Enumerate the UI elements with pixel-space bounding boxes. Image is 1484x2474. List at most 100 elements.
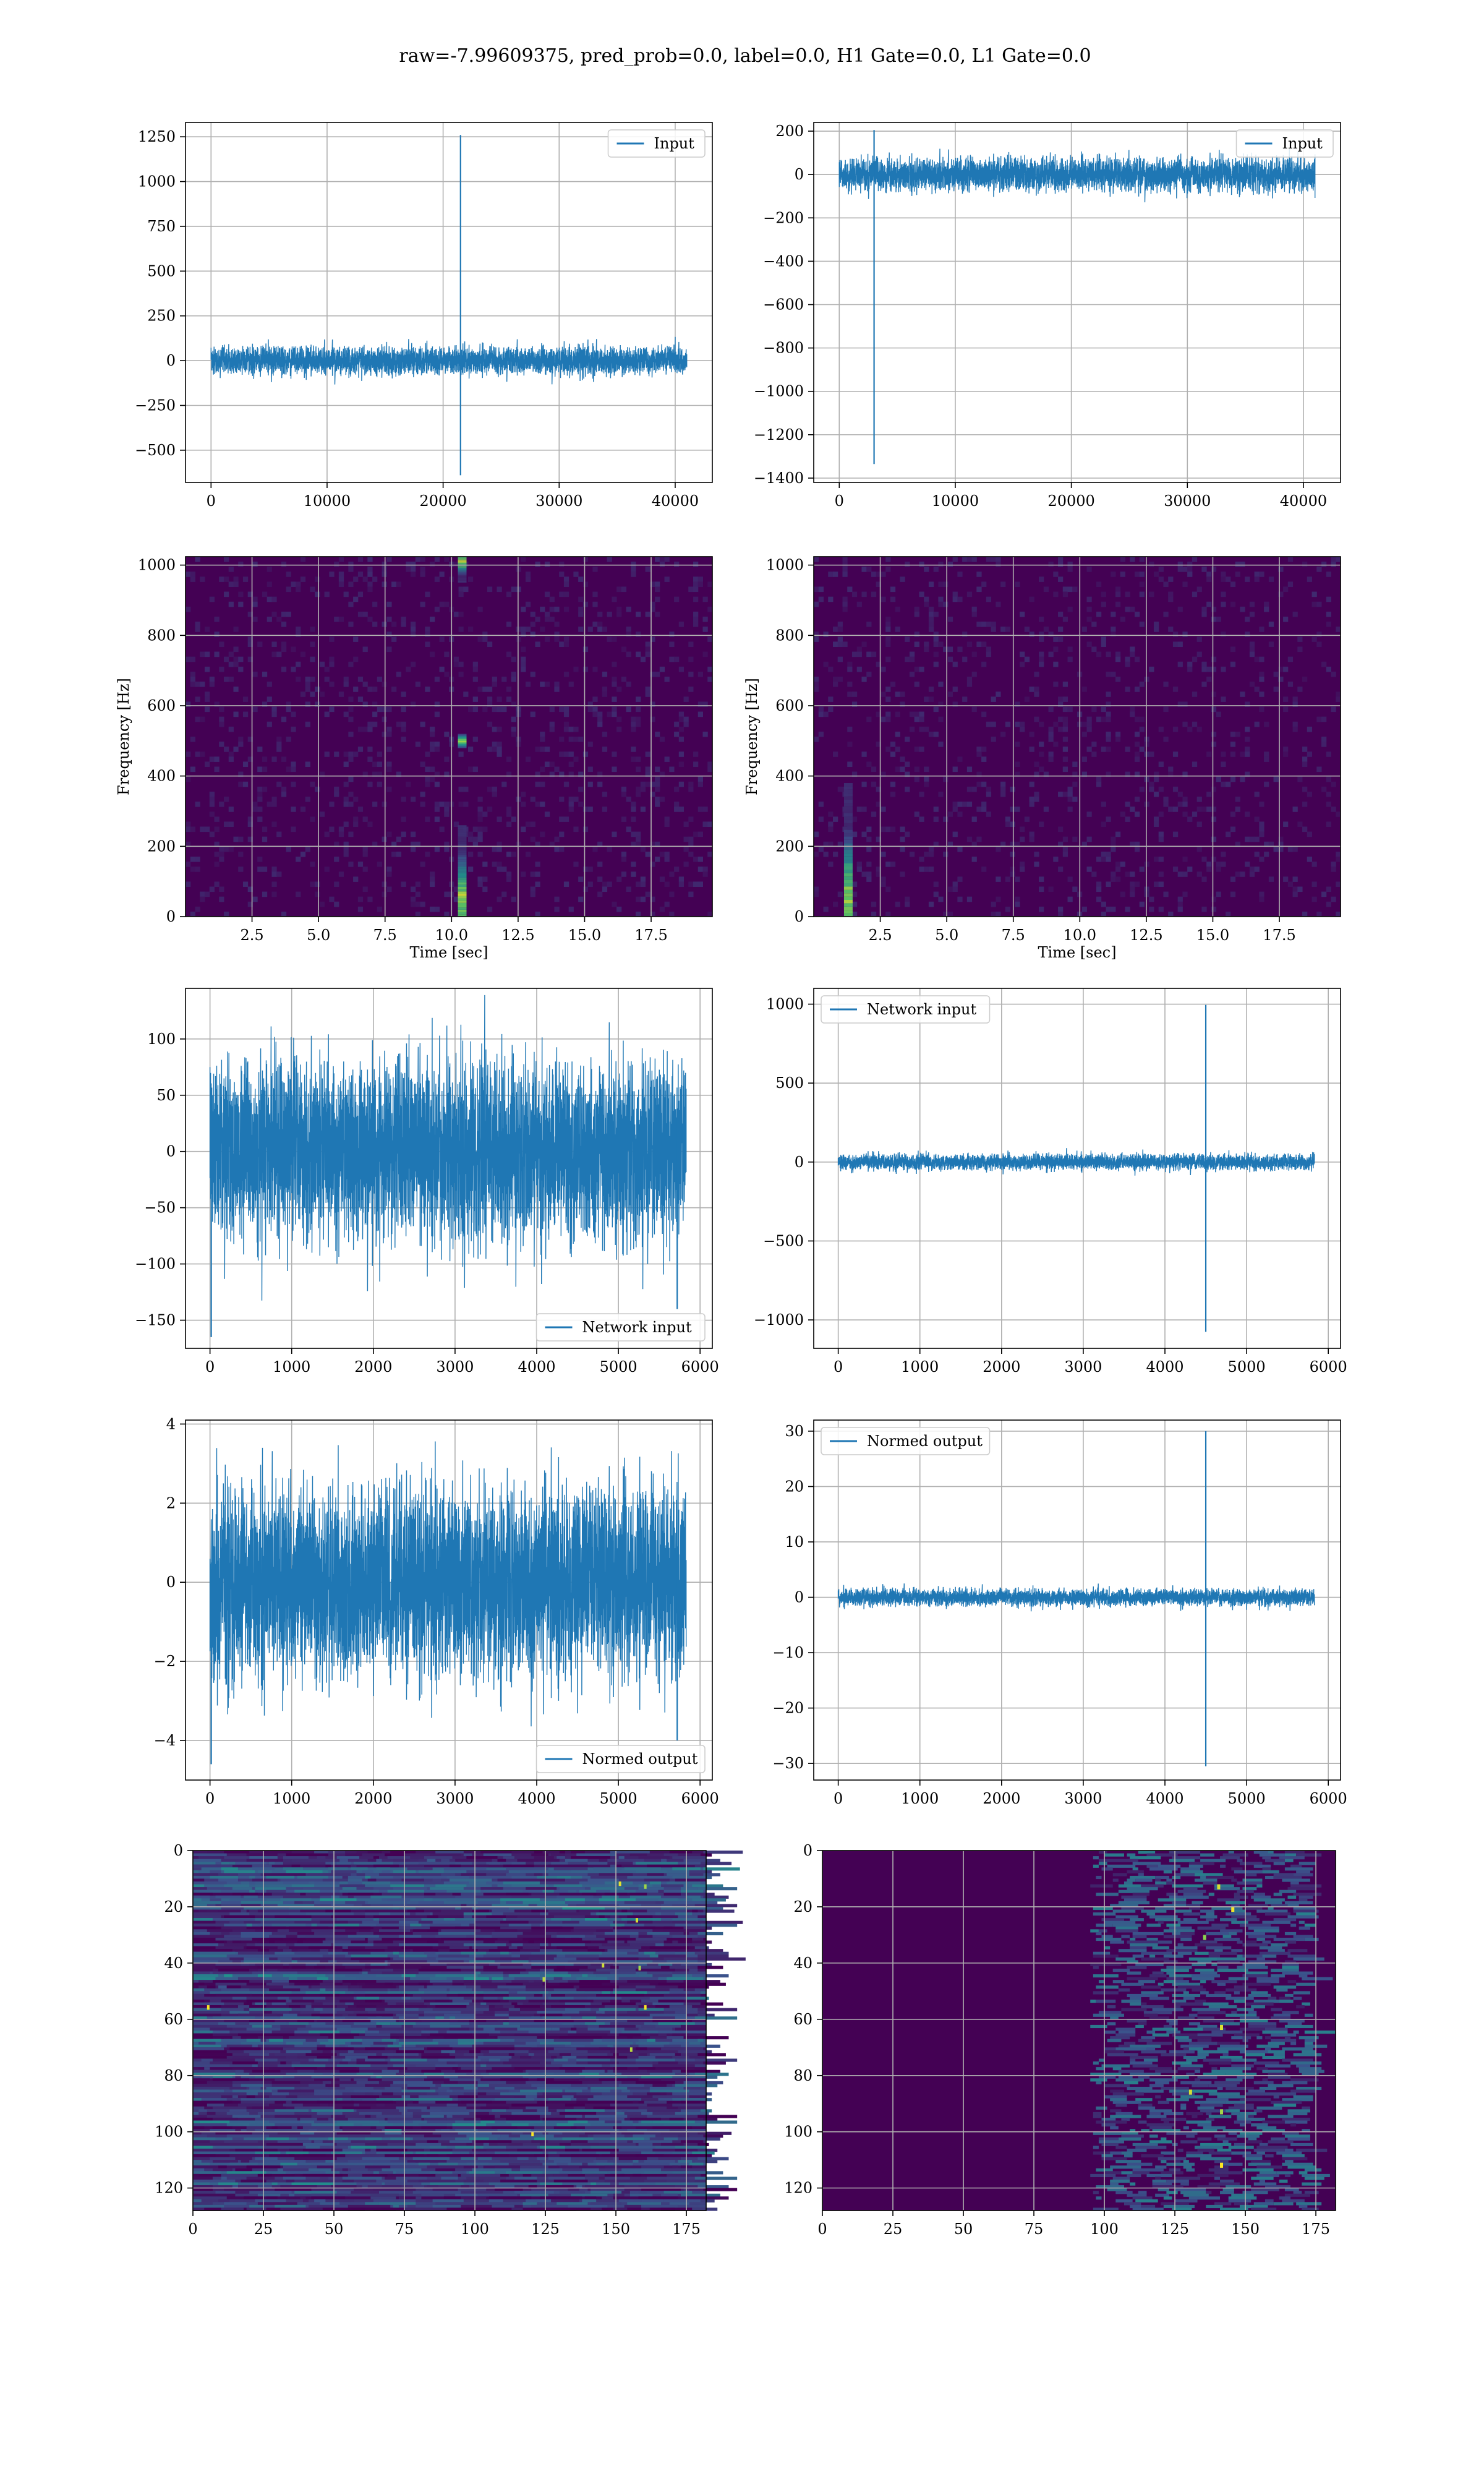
heatmap-cell bbox=[393, 1875, 405, 1880]
heatmap-cell bbox=[435, 1893, 453, 1896]
spectrogram-cell bbox=[1172, 867, 1179, 872]
spectrogram-cell bbox=[986, 596, 992, 602]
heatmap-cell bbox=[635, 2154, 664, 2158]
heatmap-cell bbox=[551, 2027, 560, 2031]
spectrogram-cell bbox=[444, 802, 450, 807]
spectrogram-cell bbox=[924, 766, 929, 773]
heatmap-cell bbox=[373, 1932, 413, 1936]
spectrogram-cell bbox=[434, 711, 440, 717]
heatmap-cell bbox=[551, 2005, 585, 2009]
spectrogram-cell bbox=[554, 906, 560, 912]
spectrogram-cell bbox=[377, 706, 383, 713]
spectrogram-cell bbox=[286, 571, 291, 577]
heatmap-cell bbox=[1146, 1853, 1178, 1857]
heatmap-cell bbox=[193, 1878, 205, 1882]
heatmap-cell bbox=[475, 2182, 489, 2186]
heatmap-cell bbox=[351, 2042, 362, 2045]
spectrogram-cell bbox=[343, 677, 349, 682]
heatmap-cell bbox=[576, 1853, 616, 1857]
heatmap-cell bbox=[635, 2081, 675, 2084]
spectrogram-cell bbox=[540, 802, 545, 807]
spectrogram-cell bbox=[1015, 761, 1020, 767]
heatmap-cell bbox=[215, 1982, 247, 1986]
heatmap-cell bbox=[351, 2031, 365, 2034]
heatmap-cell bbox=[508, 2162, 543, 2166]
heatmap-cell bbox=[294, 1943, 331, 1947]
spectrogram-cell bbox=[856, 651, 862, 657]
spectrogram-cell bbox=[655, 786, 660, 792]
heatmap-cell bbox=[520, 2168, 563, 2172]
spectrogram-cell bbox=[1034, 761, 1039, 767]
heatmap-cell bbox=[1194, 1873, 1223, 1877]
heatmap-cell bbox=[599, 2008, 636, 2011]
heatmap-cell bbox=[365, 2084, 391, 2087]
heatmap-cell bbox=[463, 1980, 475, 1984]
spectrogram-cell bbox=[439, 601, 445, 607]
spectrogram-cell bbox=[535, 617, 540, 622]
heatmap-cell bbox=[320, 1982, 335, 1986]
spectrogram-cell bbox=[814, 636, 819, 642]
heatmap-cell bbox=[446, 2115, 453, 2118]
heatmap-cell bbox=[367, 1859, 377, 1862]
spectrogram-cell bbox=[267, 802, 272, 807]
heatmap-cell bbox=[269, 1862, 275, 1865]
spectrogram-cell bbox=[1067, 786, 1073, 792]
heatmap-cell bbox=[418, 2100, 436, 2104]
spectrogram-cell bbox=[1230, 826, 1236, 833]
x-tick-label: 2000 bbox=[354, 1358, 392, 1376]
heatmap-cell bbox=[522, 1946, 540, 1950]
heatmap-cell bbox=[607, 2044, 613, 2048]
heatmap-cell bbox=[463, 1853, 472, 1857]
spectrogram-cell bbox=[477, 807, 483, 812]
spectrogram-cell bbox=[697, 776, 704, 782]
spectrogram-cell bbox=[587, 701, 593, 707]
spectrogram-cell bbox=[1292, 696, 1298, 702]
heatmap-cell bbox=[353, 2104, 360, 2107]
spectrogram-cell bbox=[1168, 911, 1174, 917]
spectrogram-cell bbox=[281, 716, 287, 722]
heatmap-cell bbox=[232, 2095, 238, 2099]
spectrogram-feature bbox=[458, 740, 467, 742]
heatmap-cell bbox=[511, 1895, 546, 1899]
spectrogram-cell bbox=[981, 641, 987, 647]
heatmap-cell bbox=[373, 2199, 416, 2202]
heatmap-cell bbox=[1273, 1918, 1297, 1922]
heatmap-cell bbox=[212, 2126, 232, 2129]
spectrogram-cell bbox=[1336, 851, 1341, 857]
spectrogram-cell bbox=[242, 696, 249, 702]
heatmap-cell bbox=[649, 1946, 689, 1950]
x-tick-label: 0 bbox=[205, 1790, 215, 1807]
spectrogram-cell bbox=[487, 701, 493, 707]
spectrogram-cell bbox=[362, 771, 368, 777]
spectrogram-cell bbox=[430, 617, 435, 622]
heatmap-cell bbox=[221, 1988, 250, 1992]
heatmap-cell bbox=[193, 1895, 210, 1899]
spectrogram-cell bbox=[1086, 596, 1092, 602]
spectrogram-cell bbox=[582, 646, 589, 653]
heatmap-cell bbox=[351, 1864, 357, 1868]
spectrogram-cell bbox=[900, 756, 905, 762]
heatmap-cell bbox=[613, 1929, 653, 1933]
spectrogram-cell bbox=[976, 747, 982, 752]
heatmap-cell bbox=[450, 2027, 469, 2031]
y-tick-label: 40 bbox=[164, 1954, 183, 1972]
heatmap-cell bbox=[342, 2129, 382, 2133]
spectrogram-cell bbox=[928, 611, 934, 617]
spectrogram-cell bbox=[487, 586, 493, 593]
heatmap-cell bbox=[692, 1898, 726, 1902]
heatmap-cell bbox=[548, 2050, 588, 2053]
spectrogram-cell bbox=[1336, 857, 1341, 862]
spectrogram-cell bbox=[1326, 751, 1332, 757]
spectrogram-cell bbox=[257, 641, 263, 647]
spectrogram-cell bbox=[986, 646, 992, 653]
x-tick-label: 12.5 bbox=[1130, 927, 1162, 944]
heatmap-cell bbox=[562, 2182, 588, 2186]
heatmap-cell bbox=[356, 1982, 365, 1986]
heatmap-cell bbox=[545, 2185, 574, 2189]
heatmap-cell bbox=[378, 2202, 416, 2206]
heatmap-cell bbox=[593, 2160, 608, 2164]
heatmap-cell bbox=[193, 2188, 213, 2191]
heatmap-cell bbox=[438, 1954, 469, 1958]
heatmap-cell bbox=[334, 1968, 362, 1972]
legend-label: Input bbox=[1282, 135, 1323, 152]
